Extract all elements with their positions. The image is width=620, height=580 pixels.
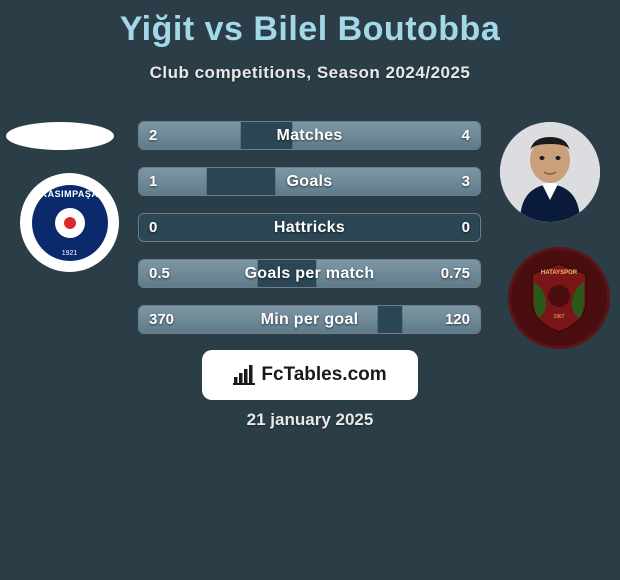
kasimpasa-icon: KASIMPAŞA 1921 <box>32 185 108 261</box>
svg-text:HATAYSPOR: HATAYSPOR <box>541 270 578 276</box>
stat-label: Hattricks <box>139 214 480 241</box>
stat-label: Matches <box>139 122 480 149</box>
club-left-badge: KASIMPAŞA 1921 <box>20 173 119 272</box>
stat-value-right: 0.75 <box>441 260 470 287</box>
stat-label: Goals <box>139 168 480 195</box>
club-left-name: KASIMPAŞA <box>32 189 108 199</box>
stat-value-right: 0 <box>462 214 470 241</box>
player-left-photo <box>6 122 114 150</box>
stat-label: Min per goal <box>139 306 480 333</box>
stat-row-gpm: 0.5 Goals per match 0.75 <box>138 259 481 288</box>
club-left-year: 1921 <box>32 250 108 257</box>
stat-row-matches: 2 Matches 4 <box>138 121 481 150</box>
brand-text: FcTables.com <box>261 364 386 386</box>
bar-chart-icon <box>233 365 255 385</box>
stat-row-mpg: 370 Min per goal 120 <box>138 305 481 334</box>
player-right-photo <box>500 122 600 222</box>
brand-box: FcTables.com <box>202 350 418 400</box>
stat-value-right: 120 <box>445 306 470 333</box>
club-right-badge: HATAYSPOR 1967 <box>508 247 610 349</box>
club-right-year: 1967 <box>553 314 564 320</box>
hatayspor-icon: HATAYSPOR 1967 <box>528 262 590 334</box>
stat-value-right: 3 <box>462 168 470 195</box>
comparison-title: Yiğit vs Bilel Boutobba <box>0 0 620 49</box>
stat-bars: 2 Matches 4 1 Goals 3 0 Hattricks 0 0.5 … <box>138 121 481 351</box>
stat-row-goals: 1 Goals 3 <box>138 167 481 196</box>
comparison-subtitle: Club competitions, Season 2024/2025 <box>0 63 620 83</box>
stat-row-hattricks: 0 Hattricks 0 <box>138 213 481 242</box>
stat-value-right: 4 <box>462 122 470 149</box>
stat-label: Goals per match <box>139 260 480 287</box>
comparison-date: 21 january 2025 <box>0 410 620 430</box>
comparison-content: KASIMPAŞA 1921 HATAYSPOR 1967 <box>0 117 620 357</box>
